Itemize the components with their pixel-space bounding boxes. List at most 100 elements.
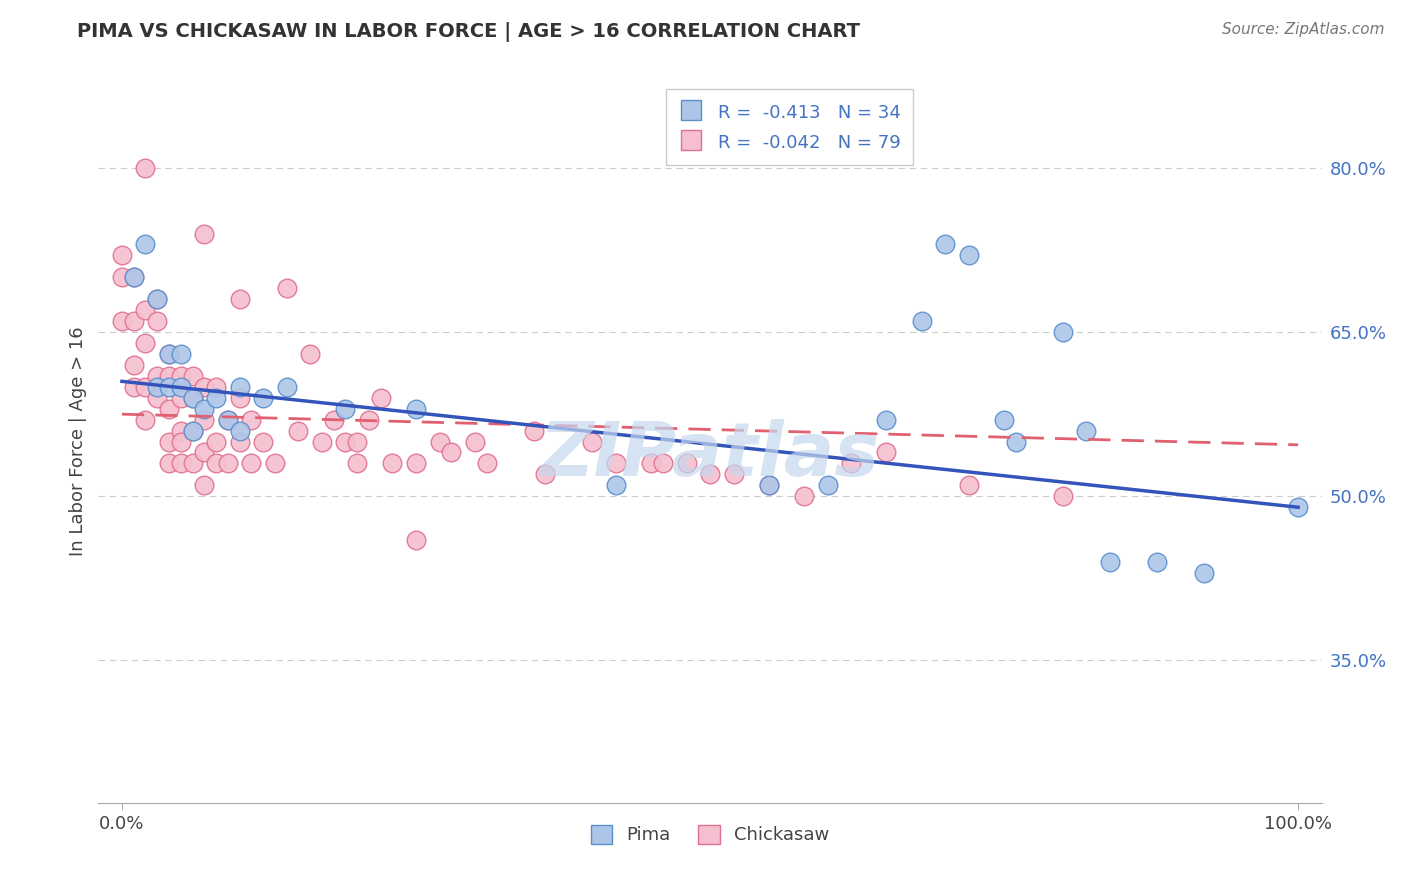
- Point: [346, 457, 368, 471]
- Point: [170, 434, 193, 449]
- Text: Source: ZipAtlas.com: Source: ZipAtlas.com: [1222, 22, 1385, 37]
- Point: [170, 368, 193, 383]
- Point: [405, 457, 427, 471]
- Point: [228, 434, 250, 449]
- Point: [758, 478, 780, 492]
- Text: ZIPatlas: ZIPatlas: [540, 419, 880, 492]
- Point: [699, 467, 721, 482]
- Point: [146, 314, 169, 328]
- Point: [111, 248, 134, 262]
- Point: [287, 424, 309, 438]
- Point: [193, 412, 215, 426]
- Point: [157, 380, 180, 394]
- Point: [228, 292, 250, 306]
- Point: [240, 457, 263, 471]
- Point: [675, 457, 697, 471]
- Point: [193, 380, 215, 394]
- Legend: Pima, Chickasaw: Pima, Chickasaw: [583, 818, 837, 852]
- Point: [111, 270, 134, 285]
- Point: [523, 424, 546, 438]
- Point: [1286, 500, 1309, 515]
- Point: [134, 412, 156, 426]
- Point: [405, 401, 427, 416]
- Point: [240, 412, 263, 426]
- Point: [193, 478, 215, 492]
- Point: [817, 478, 839, 492]
- Point: [205, 391, 228, 405]
- Point: [335, 434, 357, 449]
- Point: [758, 478, 780, 492]
- Point: [1192, 566, 1215, 580]
- Point: [464, 434, 486, 449]
- Point: [335, 401, 357, 416]
- Point: [252, 391, 274, 405]
- Point: [170, 347, 193, 361]
- Point: [217, 412, 239, 426]
- Point: [217, 412, 239, 426]
- Point: [157, 347, 180, 361]
- Point: [581, 434, 603, 449]
- Point: [157, 401, 180, 416]
- Point: [405, 533, 427, 547]
- Point: [1146, 555, 1168, 569]
- Point: [157, 347, 180, 361]
- Point: [605, 478, 627, 492]
- Point: [839, 457, 862, 471]
- Point: [146, 368, 169, 383]
- Point: [370, 391, 392, 405]
- Point: [146, 391, 169, 405]
- Point: [793, 489, 815, 503]
- Point: [146, 292, 169, 306]
- Point: [170, 457, 193, 471]
- Point: [181, 368, 204, 383]
- Point: [122, 314, 145, 328]
- Point: [911, 314, 934, 328]
- Point: [1098, 555, 1121, 569]
- Point: [1076, 424, 1098, 438]
- Point: [993, 412, 1015, 426]
- Point: [181, 424, 204, 438]
- Point: [957, 248, 980, 262]
- Point: [276, 281, 298, 295]
- Point: [957, 478, 980, 492]
- Point: [723, 467, 745, 482]
- Point: [357, 412, 380, 426]
- Point: [134, 303, 156, 318]
- Point: [134, 237, 156, 252]
- Point: [111, 314, 134, 328]
- Point: [534, 467, 557, 482]
- Point: [157, 457, 180, 471]
- Point: [134, 161, 156, 175]
- Point: [605, 457, 627, 471]
- Point: [205, 380, 228, 394]
- Point: [322, 412, 344, 426]
- Point: [640, 457, 662, 471]
- Point: [311, 434, 333, 449]
- Point: [122, 358, 145, 372]
- Point: [299, 347, 322, 361]
- Point: [134, 380, 156, 394]
- Point: [217, 457, 239, 471]
- Point: [252, 434, 274, 449]
- Point: [205, 457, 228, 471]
- Point: [1052, 489, 1074, 503]
- Point: [193, 401, 215, 416]
- Point: [157, 434, 180, 449]
- Point: [170, 424, 193, 438]
- Point: [181, 457, 204, 471]
- Point: [170, 380, 193, 394]
- Text: PIMA VS CHICKASAW IN LABOR FORCE | AGE > 16 CORRELATION CHART: PIMA VS CHICKASAW IN LABOR FORCE | AGE >…: [77, 22, 860, 42]
- Point: [652, 457, 675, 471]
- Point: [1004, 434, 1026, 449]
- Point: [934, 237, 956, 252]
- Point: [1052, 325, 1074, 339]
- Point: [475, 457, 498, 471]
- Point: [228, 424, 250, 438]
- Point: [157, 368, 180, 383]
- Point: [181, 391, 204, 405]
- Point: [122, 270, 145, 285]
- Point: [146, 292, 169, 306]
- Point: [193, 227, 215, 241]
- Point: [276, 380, 298, 394]
- Point: [263, 457, 285, 471]
